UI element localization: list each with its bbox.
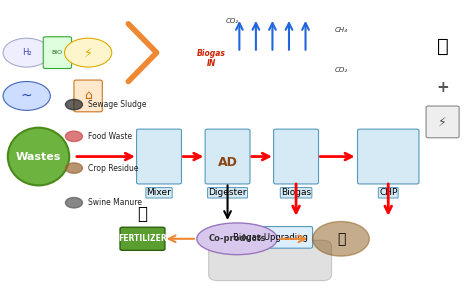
Text: Co-products: Co-products: [208, 234, 266, 243]
Circle shape: [3, 38, 50, 67]
FancyBboxPatch shape: [209, 240, 331, 281]
FancyBboxPatch shape: [205, 129, 250, 184]
Text: Biogas Upgrading: Biogas Upgrading: [233, 233, 308, 242]
FancyBboxPatch shape: [120, 227, 165, 250]
Text: 🔥: 🔥: [437, 37, 448, 56]
Circle shape: [65, 99, 82, 110]
Text: FERTILIZER: FERTILIZER: [118, 234, 167, 243]
Text: 🌰: 🌰: [337, 232, 345, 246]
FancyBboxPatch shape: [357, 129, 419, 184]
Text: Biogas: Biogas: [281, 188, 311, 197]
Circle shape: [65, 131, 82, 142]
FancyBboxPatch shape: [74, 80, 102, 112]
Text: CO₂: CO₂: [335, 67, 347, 73]
Text: Mixer: Mixer: [146, 188, 172, 197]
Text: AD: AD: [218, 156, 237, 169]
FancyBboxPatch shape: [228, 226, 313, 248]
Text: ~: ~: [21, 89, 33, 103]
Circle shape: [65, 197, 82, 208]
Text: Swine Manure: Swine Manure: [88, 198, 142, 207]
Text: ⌂: ⌂: [84, 89, 92, 102]
FancyBboxPatch shape: [137, 129, 182, 184]
Text: CO₂: CO₂: [226, 18, 239, 24]
Circle shape: [3, 81, 50, 110]
FancyBboxPatch shape: [426, 106, 459, 138]
Ellipse shape: [8, 128, 69, 185]
Circle shape: [64, 38, 112, 67]
Text: Biogas
IN: Biogas IN: [197, 49, 226, 68]
Text: CHP: CHP: [379, 188, 397, 197]
Text: CH₄: CH₄: [335, 27, 347, 32]
Text: Crop Residue: Crop Residue: [88, 164, 138, 173]
Text: +: +: [436, 80, 449, 95]
Text: ⚡: ⚡: [438, 115, 447, 128]
FancyBboxPatch shape: [273, 129, 319, 184]
Circle shape: [313, 222, 369, 256]
Text: ⚡: ⚡: [84, 46, 92, 59]
Text: Food Waste: Food Waste: [88, 132, 132, 141]
Text: Sewage Sludge: Sewage Sludge: [88, 100, 146, 109]
Text: BIO: BIO: [52, 50, 63, 55]
Text: Wastes: Wastes: [16, 152, 61, 162]
Text: Digester: Digester: [208, 188, 247, 197]
Circle shape: [65, 163, 82, 173]
Text: 🌱: 🌱: [137, 205, 147, 223]
Text: H₂: H₂: [22, 48, 31, 57]
Ellipse shape: [197, 223, 277, 255]
FancyBboxPatch shape: [43, 37, 72, 68]
